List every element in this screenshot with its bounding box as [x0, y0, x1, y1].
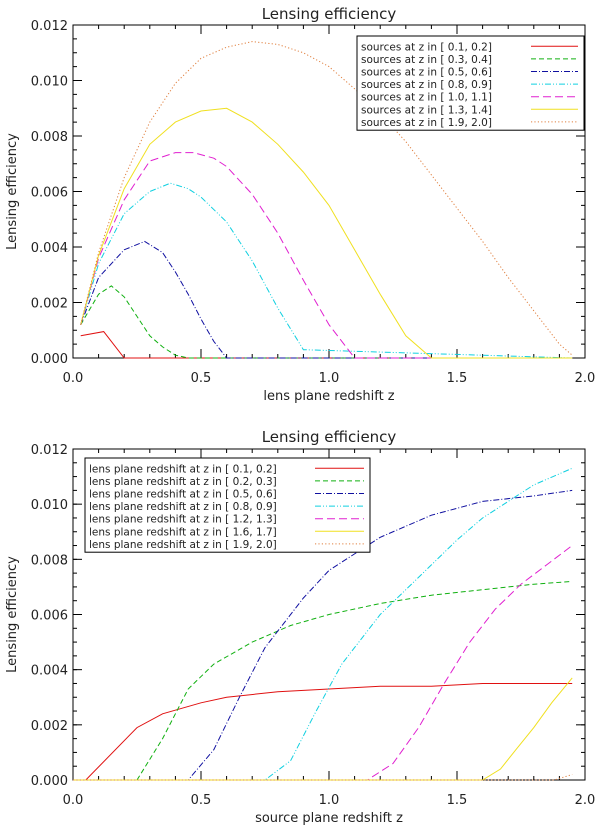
legend-box	[84, 457, 371, 553]
bottom-chart: Lensing efficiency 0.0 0.5 1.0 1.5 2.0 0.000 0.…	[5, 428, 595, 826]
y-tick-label: 0.012	[31, 443, 68, 458]
series-line	[80, 41, 573, 356]
legend-label: lens plane redshift at z in [ 0.1, 0.2]	[89, 463, 277, 475]
legend-label: lens plane redshift at z in [ 1.9, 2.0]	[89, 539, 277, 551]
y-tick-label: 0.010	[31, 498, 68, 513]
legend-label: sources at z in [ 1.0, 1.1]	[361, 92, 492, 104]
x-axis-title: lens plane redshift z	[263, 389, 394, 404]
legend-label: lens plane redshift at z in [ 0.5, 0.6]	[89, 489, 277, 501]
legend-label: lens plane redshift at z in [ 0.2, 0.3]	[89, 476, 277, 488]
y-tick-label: 0.002	[31, 719, 68, 734]
x-axis-title: source plane redshift z	[255, 811, 403, 826]
y-tick-label: 0.008	[31, 130, 68, 145]
series-line	[80, 182, 573, 359]
series-line	[73, 580, 573, 781]
y-tick-label: 0.012	[31, 19, 68, 34]
series-line	[73, 774, 573, 781]
y-tick-label: 0.004	[31, 241, 68, 256]
y-tick-label: 0.000	[31, 352, 68, 367]
legend-label: sources at z in [ 0.3, 0.4]	[361, 54, 492, 66]
y-tick-label: 0.006	[31, 186, 68, 201]
series-line	[73, 489, 573, 781]
y-tick-label: 0.004	[31, 664, 68, 679]
y-tick-label: 0.002	[31, 297, 68, 312]
legend-label: sources at z in [ 0.8, 0.9]	[361, 79, 492, 91]
series-line	[80, 107, 573, 359]
series-line	[80, 240, 573, 359]
x-tick-label: 1.0	[319, 371, 340, 386]
legend-label: sources at z in [ 1.9, 2.0]	[361, 117, 492, 129]
series-line	[73, 545, 573, 781]
series-line	[73, 677, 573, 781]
y-tick-label: 0.008	[31, 553, 68, 568]
legend-label: sources at z in [ 0.1, 0.2]	[361, 41, 492, 53]
legend-label: lens plane redshift at z in [ 0.8, 0.9]	[89, 501, 277, 513]
x-tick-label: 2.0	[575, 793, 596, 808]
x-tick-label: 0.5	[191, 371, 212, 386]
legend-label: lens plane redshift at z in [ 1.2, 1.3]	[89, 514, 277, 526]
top-chart: Lensing efficiency 0.0 0.5 1.0 1.5 2.0 0.000 0.…	[5, 5, 595, 404]
x-tick-label: 2.0	[575, 371, 596, 386]
y-axis-title: Lensing efficiency	[5, 556, 20, 673]
y-tick-label: 0.000	[31, 774, 68, 789]
legend-label: lens plane redshift at z in [ 1.6, 1.7]	[89, 526, 277, 538]
legend-label: sources at z in [ 0.5, 0.6]	[361, 67, 492, 79]
x-tick-label: 0.0	[63, 371, 84, 386]
chart-title: Lensing efficiency	[262, 428, 397, 446]
series-line	[80, 285, 573, 359]
y-axis-title: Lensing efficiency	[5, 133, 20, 250]
y-tick-label: 0.010	[31, 75, 68, 90]
x-tick-label: 1.0	[319, 793, 340, 808]
chart-title: Lensing efficiency	[262, 5, 397, 23]
series-line	[80, 331, 573, 359]
x-tick-label: 0.0	[63, 793, 84, 808]
legend-box	[356, 35, 585, 131]
series-line	[80, 152, 573, 359]
x-tick-label: 1.5	[447, 793, 468, 808]
legend-label: sources at z in [ 1.3, 1.4]	[361, 104, 492, 116]
x-tick-label: 1.5	[447, 371, 468, 386]
series-line	[73, 467, 573, 781]
x-tick-label: 0.5	[191, 793, 212, 808]
series-line	[73, 683, 573, 781]
y-tick-label: 0.006	[31, 609, 68, 624]
